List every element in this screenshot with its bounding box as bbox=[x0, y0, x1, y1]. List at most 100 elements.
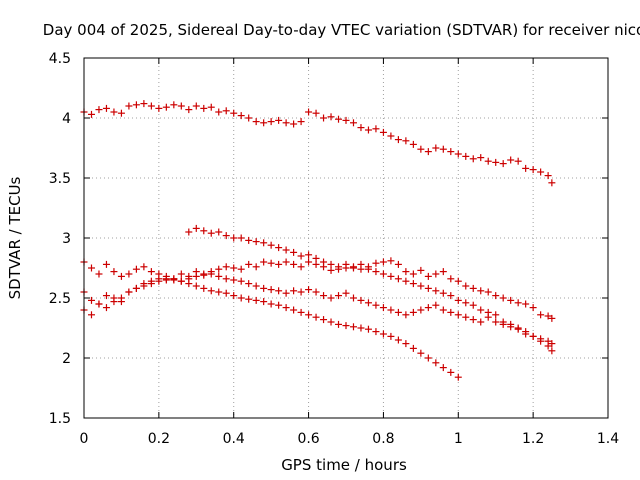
data-point bbox=[409, 344, 417, 352]
data-point bbox=[95, 300, 103, 308]
data-point bbox=[305, 258, 313, 266]
x-tick-label: 1 bbox=[454, 431, 463, 447]
data-point bbox=[548, 347, 556, 355]
data-point bbox=[492, 311, 500, 319]
data-point bbox=[432, 144, 440, 152]
data-point bbox=[147, 277, 155, 285]
data-point bbox=[147, 102, 155, 110]
data-point bbox=[409, 140, 417, 148]
data-point bbox=[245, 260, 253, 268]
data-point bbox=[492, 158, 500, 166]
data-point bbox=[215, 288, 223, 296]
data-point bbox=[548, 340, 556, 348]
x-tick-label: 0.4 bbox=[223, 431, 245, 447]
data-point bbox=[125, 288, 133, 296]
data-point bbox=[207, 103, 215, 111]
data-point bbox=[357, 124, 365, 132]
data-point bbox=[117, 109, 125, 117]
data-point bbox=[387, 132, 395, 140]
data-point bbox=[342, 322, 350, 330]
data-point bbox=[507, 156, 515, 164]
data-point bbox=[297, 118, 305, 126]
data-point bbox=[327, 113, 335, 121]
data-point bbox=[252, 263, 260, 271]
x-tick-label: 0 bbox=[80, 431, 89, 447]
x-axis-label: GPS time / hours bbox=[281, 456, 407, 474]
data-point bbox=[477, 318, 485, 326]
data-point bbox=[484, 288, 492, 296]
data-point bbox=[200, 271, 208, 279]
data-point bbox=[462, 299, 470, 307]
data-point bbox=[364, 299, 372, 307]
data-point bbox=[312, 109, 320, 117]
data-point bbox=[537, 311, 545, 319]
x-tick-label: 0.8 bbox=[372, 431, 394, 447]
data-point bbox=[492, 318, 500, 326]
data-point bbox=[162, 276, 170, 284]
data-point bbox=[275, 287, 283, 295]
data-point bbox=[87, 264, 95, 272]
data-point bbox=[102, 260, 110, 268]
data-point bbox=[102, 304, 110, 312]
y-tick-label: 4 bbox=[62, 111, 71, 127]
data-point bbox=[245, 280, 253, 288]
data-point bbox=[132, 101, 140, 109]
data-point bbox=[290, 287, 298, 295]
data-point bbox=[170, 275, 178, 283]
data-point bbox=[439, 268, 447, 276]
data-point bbox=[417, 145, 425, 153]
grid-lines bbox=[84, 58, 608, 418]
data-point bbox=[469, 301, 477, 309]
data-point bbox=[260, 298, 268, 306]
data-point bbox=[372, 328, 380, 336]
data-point bbox=[402, 311, 410, 319]
data-point bbox=[222, 263, 230, 271]
y-tick-label: 4.5 bbox=[49, 51, 71, 67]
x-tick-label: 1.2 bbox=[522, 431, 544, 447]
data-point bbox=[394, 308, 402, 316]
data-point bbox=[215, 228, 223, 236]
data-point bbox=[424, 148, 432, 156]
data-point bbox=[312, 254, 320, 262]
data-point bbox=[327, 318, 335, 326]
data-point bbox=[364, 126, 372, 134]
data-point bbox=[522, 164, 530, 172]
data-point bbox=[469, 316, 477, 324]
data-point bbox=[349, 323, 357, 331]
data-point bbox=[155, 104, 163, 112]
data-point bbox=[544, 312, 552, 320]
data-point bbox=[290, 306, 298, 314]
data-point bbox=[140, 280, 148, 288]
data-point bbox=[147, 268, 155, 276]
data-point bbox=[379, 330, 387, 338]
data-point bbox=[222, 275, 230, 283]
data-point bbox=[447, 148, 455, 156]
data-point bbox=[222, 289, 230, 297]
data-point bbox=[275, 260, 283, 268]
data-point bbox=[335, 115, 343, 123]
data-point bbox=[185, 106, 193, 114]
data-point bbox=[342, 116, 350, 124]
x-tick-label: 0.2 bbox=[148, 431, 170, 447]
data-point bbox=[297, 288, 305, 296]
data-point bbox=[548, 314, 556, 322]
data-point bbox=[409, 308, 417, 316]
data-point bbox=[529, 332, 537, 340]
data-point bbox=[499, 320, 507, 328]
data-point bbox=[394, 136, 402, 144]
data-point bbox=[342, 264, 350, 272]
data-point bbox=[424, 284, 432, 292]
data-point bbox=[237, 234, 245, 242]
data-point bbox=[529, 304, 537, 312]
data-point bbox=[290, 248, 298, 256]
data-point bbox=[454, 373, 462, 381]
data-point bbox=[335, 320, 343, 328]
data-point bbox=[402, 268, 410, 276]
y-tick-label: 3.5 bbox=[49, 171, 71, 187]
data-points bbox=[80, 100, 556, 381]
data-point bbox=[522, 330, 530, 338]
data-point bbox=[200, 227, 208, 235]
y-tick-label: 1.5 bbox=[49, 411, 71, 427]
data-point bbox=[222, 107, 230, 115]
data-point bbox=[394, 275, 402, 283]
